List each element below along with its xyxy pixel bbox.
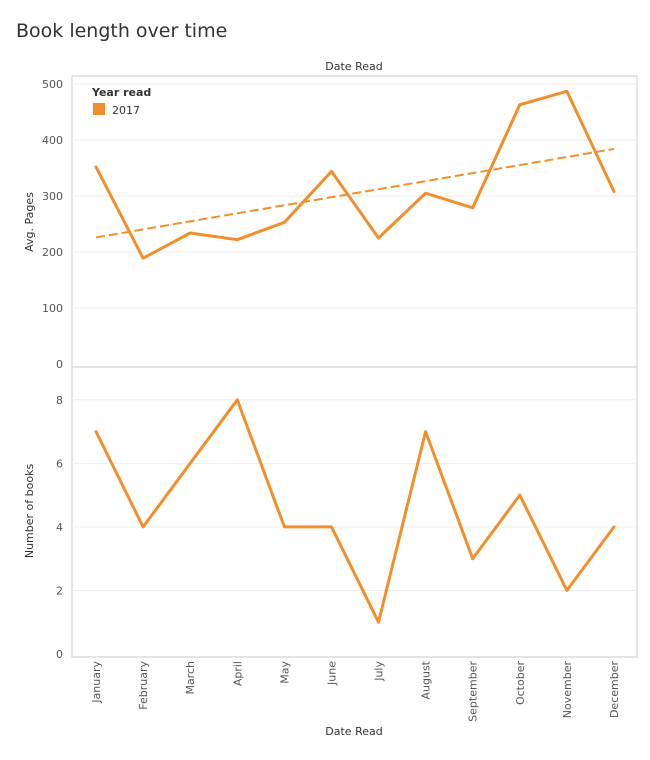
x-tick-march: March [184,661,197,695]
y-tick-avg-pages-400: 400 [42,134,63,147]
x-tick-may: May [278,661,291,684]
gridlines [72,83,637,591]
legend: Year read 2017 [91,86,151,117]
panel-frame-avg-pages [71,75,638,368]
legend-swatch-2017[interactable] [93,103,105,115]
x-tick-labels: January February March April May June July Augu… [90,660,621,721]
legend-label-2017[interactable]: 2017 [112,104,140,117]
y-tick-number-of-books-0: 0 [56,648,63,661]
y-tick-avg-pages-300: 300 [42,190,63,203]
y-tick-number-of-books-8: 8 [56,394,63,407]
legend-title: Year read [91,86,151,99]
y-tick-number-of-books-2: 2 [56,584,63,597]
y-tick-avg-pages-500: 500 [42,78,63,91]
y-tick-avg-pages-0: 0 [56,358,63,371]
x-tick-october: October [514,661,527,705]
x-tick-december: December [608,661,621,719]
x-axis-title: Date Read [325,725,382,738]
x-tick-august: August [420,660,433,699]
x-tick-november: November [561,661,574,719]
x-tick-september: September [467,661,480,722]
x-tick-february: February [137,661,150,710]
chart-title: Book length over time [16,20,228,42]
column-header: Date Read [325,60,382,73]
series-line-avg-pages-2017 [94,89,616,260]
y-axis-title-number-of-books: Number of books [23,464,36,559]
data-marks [94,89,616,624]
y-tick-avg-pages-100: 100 [42,302,63,315]
series-line-number-of-books-2017 [94,398,616,624]
trend-line-avg-pages [95,147,615,239]
x-tick-april: April [231,661,244,686]
y-tick-number-of-books-4: 4 [56,521,63,534]
y-tick-avg-pages-200: 200 [42,246,63,259]
panel-frame-number-of-books [71,366,638,658]
x-tick-june: June [325,661,338,686]
y-axis-title-avg-pages: Avg. Pages [23,192,36,252]
x-tick-january: January [90,661,103,704]
y-tick-number-of-books-6: 6 [56,457,63,470]
x-tick-july: July [373,661,386,682]
y-tick-labels: 0 100 200 300 400 500 0 2 4 6 8 [42,78,63,661]
chart-frames [71,75,638,658]
